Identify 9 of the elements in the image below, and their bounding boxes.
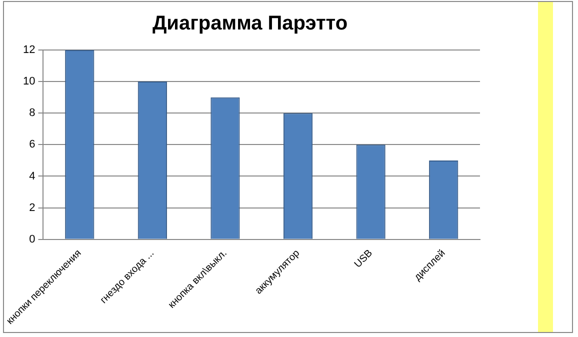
y-tick-label: 2 [29, 202, 36, 214]
y-tick-label: 6 [29, 138, 36, 151]
y-tick-label: 10 [22, 76, 36, 88]
x-tick-label: USB [352, 248, 376, 270]
chart-title: Диаграмма Парэтто [152, 12, 348, 35]
y-tick-label: 12 [22, 44, 36, 56]
y-tick-label: 0 [29, 233, 36, 246]
y-tick-label: 4 [29, 170, 36, 182]
y-tick-label: 8 [29, 107, 36, 120]
